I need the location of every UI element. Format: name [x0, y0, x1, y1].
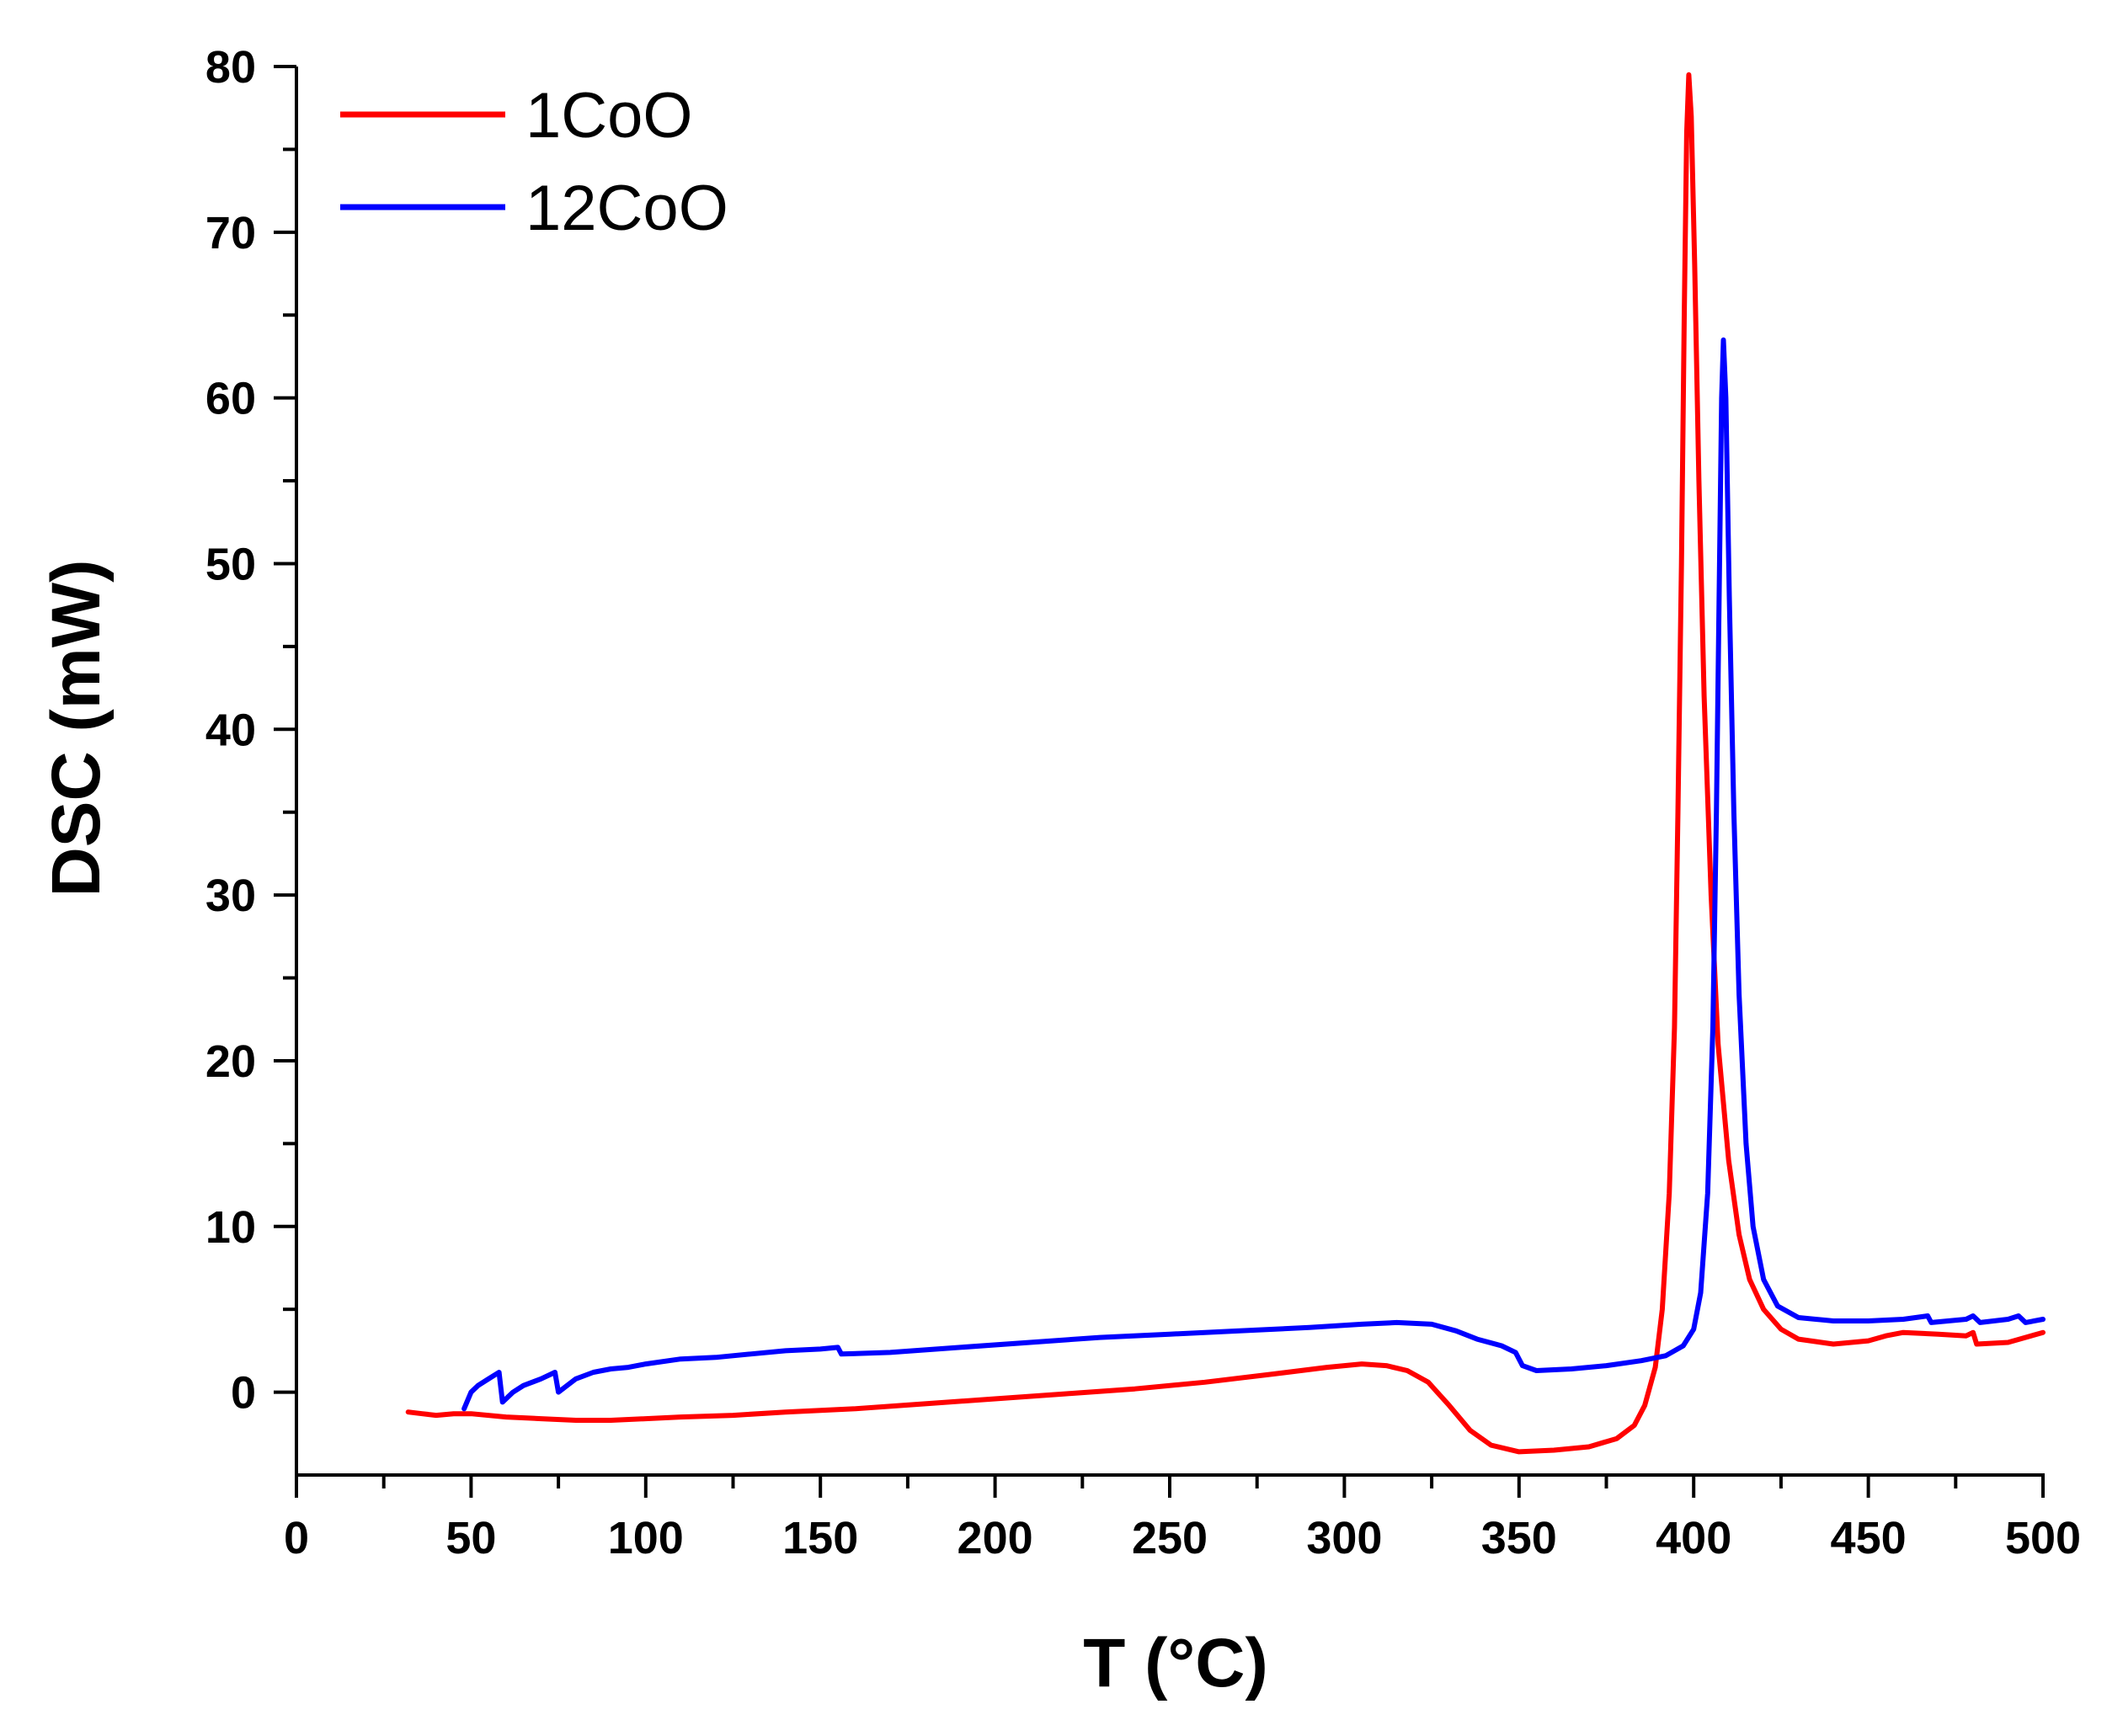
x-tick-label: 300	[1306, 1513, 1382, 1563]
y-tick-label: 60	[205, 374, 256, 424]
x-tick-label: 0	[284, 1513, 309, 1563]
x-tick-label: 400	[1656, 1513, 1731, 1563]
y-tick-label: 10	[205, 1202, 256, 1253]
x-tick-label: 200	[957, 1513, 1033, 1563]
x-axis-title: T (°C)	[1083, 1625, 1268, 1701]
series-line-1coo	[405, 72, 2046, 1455]
x-tick-label: 250	[1132, 1513, 1208, 1563]
x-tick-label: 350	[1481, 1513, 1557, 1563]
y-tick-label: 40	[205, 705, 256, 755]
x-tick-label: 50	[445, 1513, 496, 1563]
y-tick-label: 80	[205, 42, 256, 93]
x-tick-label: 450	[1831, 1513, 1907, 1563]
legend: 1CoO 12CoO	[340, 80, 728, 244]
series-line-12coo	[461, 337, 2046, 1412]
x-tick-label: 500	[2005, 1513, 2081, 1563]
y-tick-label: 50	[205, 539, 256, 589]
legend-label-1coo: 1CoO	[525, 80, 693, 152]
y-tick-label: 70	[205, 208, 256, 258]
x-tick-label: 100	[608, 1513, 684, 1563]
legend-label-12coo: 12CoO	[525, 173, 728, 244]
y-tick-label: 20	[205, 1036, 256, 1087]
y-axis-title: DSC (mW)	[38, 560, 115, 897]
y-tick-label: 0	[231, 1368, 256, 1419]
y-tick-label: 30	[205, 871, 256, 921]
x-tick-label: 150	[782, 1513, 858, 1563]
plot-area	[405, 72, 2046, 1455]
axes: 0 50 100 150 200 250 300 350 400 450 500 0 10 20 30 40 5…	[205, 42, 2081, 1563]
